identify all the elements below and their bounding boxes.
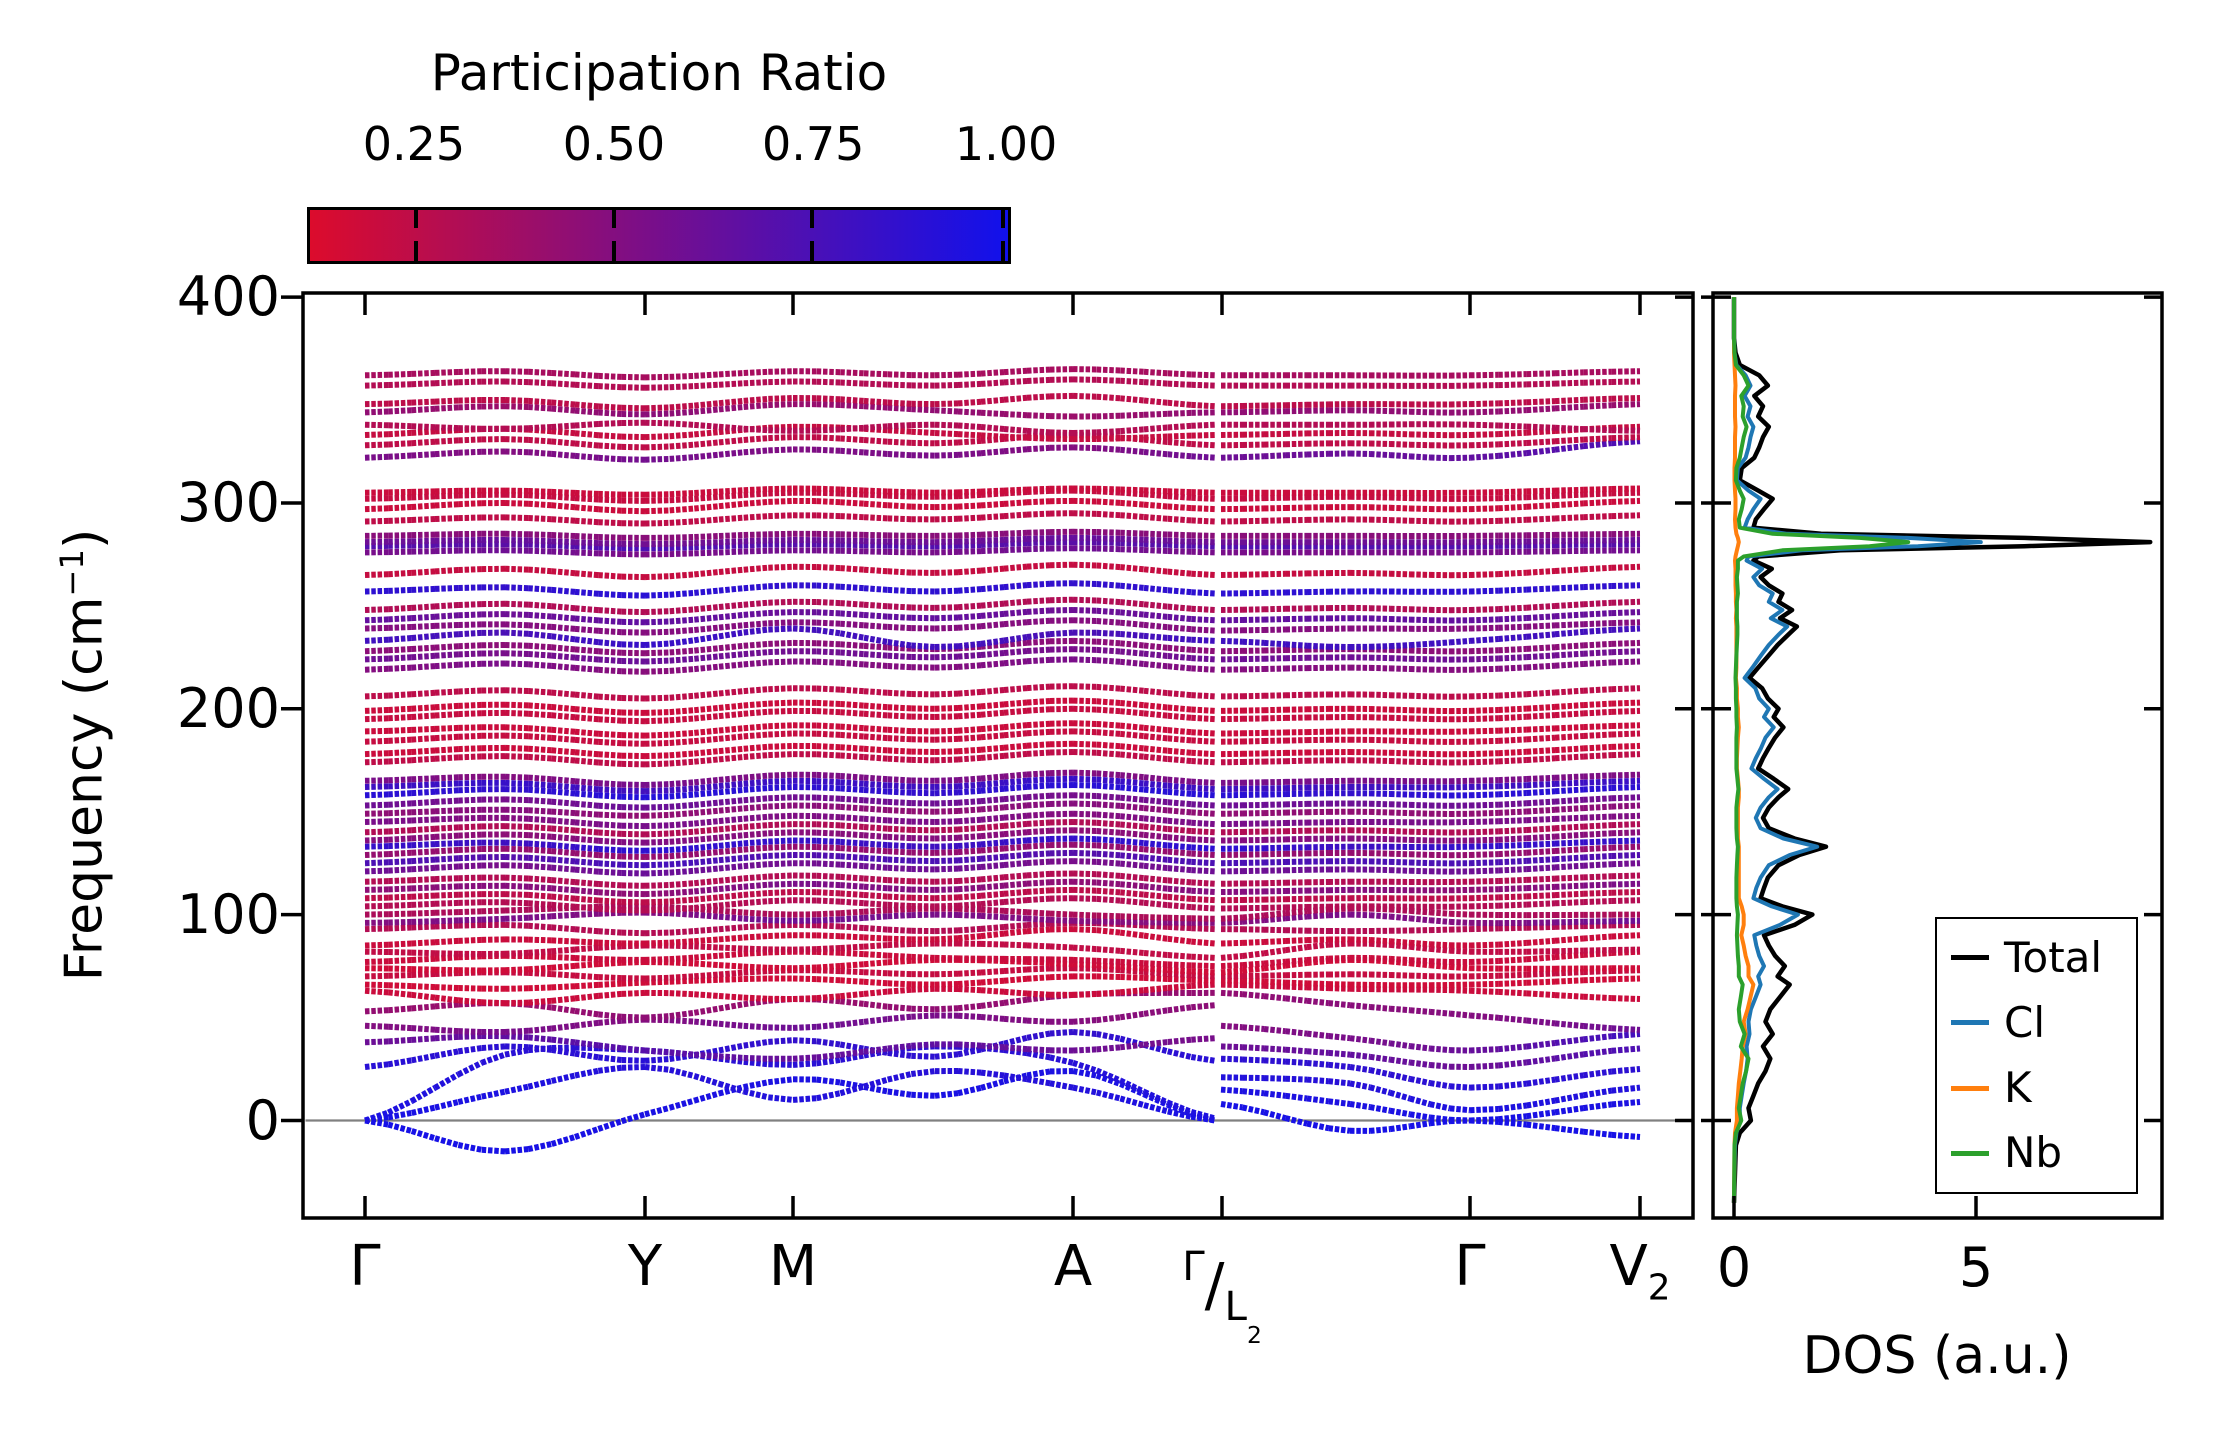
legend-label: K <box>2004 1063 2032 1113</box>
colorbar-tick-mark <box>1001 210 1006 261</box>
colorbar-tick-mark <box>414 210 419 261</box>
kpoint-label: Γ <box>1454 1234 1486 1299</box>
colorbar-tick-label: 0.75 <box>761 117 865 171</box>
legend-line-swatch <box>1951 1150 1989 1156</box>
legend-item: K <box>1951 1065 2136 1111</box>
dos-curves-layer <box>1731 297 2153 1203</box>
legend-line-swatch <box>1951 1020 1989 1026</box>
legend-label: Total <box>2004 932 2103 982</box>
y-tick-label: 200 <box>176 676 280 740</box>
colorbar-title: Participation Ratio <box>430 44 888 102</box>
colorbar-tick-label: 0.25 <box>362 117 466 171</box>
y-tick-label: 400 <box>176 265 280 329</box>
legend-item: Cl <box>1951 997 2136 1047</box>
dos-x-axis-label: DOS (a.u.) <box>1802 1326 2072 1386</box>
kpoint-label: A <box>1053 1234 1093 1299</box>
dos-tick-label: 5 <box>1958 1236 1994 1299</box>
colorbar-tick-mark <box>612 210 617 261</box>
dos-tick-label: 0 <box>1716 1236 1752 1299</box>
dos-legend: Total Cl K Nb <box>1935 917 2138 1194</box>
kpoint-label: M <box>768 1234 818 1299</box>
y-tick-label: 300 <box>176 470 280 534</box>
legend-item: Nb <box>1951 1130 2136 1176</box>
colorbar-gradient <box>307 207 1011 264</box>
colorbar-tick-mark <box>809 210 814 261</box>
colorbar-tick-label: 1.00 <box>954 117 1058 171</box>
legend-label: Nb <box>2004 1128 2063 1178</box>
legend-label: Cl <box>2004 997 2045 1047</box>
kpoint-label: V2 <box>1609 1234 1671 1309</box>
legend-item: Total <box>1951 932 2136 982</box>
legend-line-swatch <box>1951 955 1989 961</box>
axes-frame-layer <box>281 291 2164 1220</box>
y-tick-label: 100 <box>176 882 280 946</box>
colorbar-tick-label: 0.50 <box>562 117 666 171</box>
kpoint-label: Γ <box>349 1234 381 1299</box>
y-axis-label: Frequency (cm−1) <box>53 528 115 982</box>
phonon-bands-layer <box>305 366 1691 1155</box>
y-tick-label: 0 <box>245 1088 280 1152</box>
kpoint-label: Y <box>627 1234 663 1299</box>
legend-line-swatch <box>1951 1085 1989 1091</box>
kpoint-label: Γ/L2 <box>1182 1243 1262 1349</box>
